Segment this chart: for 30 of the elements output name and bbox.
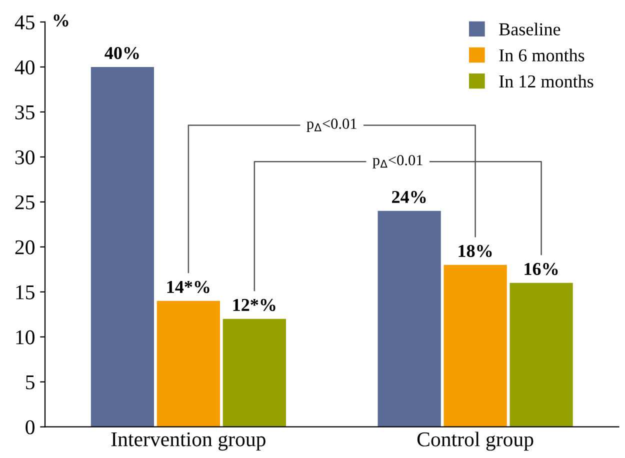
y-tick-label: 30: [15, 150, 34, 164]
y-tick-label: 5: [26, 375, 34, 390]
bar: [378, 210, 441, 427]
data-label: 40%: [104, 46, 139, 60]
y-axis-title: %: [54, 14, 68, 27]
y-tick-label: 10: [16, 330, 34, 344]
data-label: 18%: [458, 244, 492, 258]
y-tick-label: 0: [26, 420, 34, 434]
y-tick-label: 45: [14, 16, 34, 30]
x-tick-label: Control group: [417, 432, 534, 451]
data-label: 24%: [392, 190, 426, 204]
y-tick-label: 15: [16, 285, 34, 300]
bar: [90, 66, 154, 427]
legend-label: In 12 months: [499, 74, 594, 88]
bar: [222, 318, 286, 427]
bar: [156, 300, 220, 427]
legend-label: Baseline: [499, 22, 560, 36]
data-label: 12*%: [233, 298, 276, 312]
data-label: 14*%: [167, 280, 210, 294]
y-tick-label: 20: [15, 240, 34, 254]
y-tick-label: 40: [14, 60, 34, 74]
bar: [510, 282, 573, 427]
x-tick-label: Intervention group: [111, 432, 266, 451]
annotation: p$_{Δ}$<0.01: [372, 154, 422, 168]
y-tick-label: 35: [15, 105, 34, 120]
annotation: p$_{Δ}$<0.01: [306, 118, 356, 132]
y-tick-label: 25: [15, 195, 34, 210]
data-label: 16%: [524, 262, 558, 276]
bar: [444, 264, 507, 427]
legend-label: In 6 months: [499, 48, 584, 62]
